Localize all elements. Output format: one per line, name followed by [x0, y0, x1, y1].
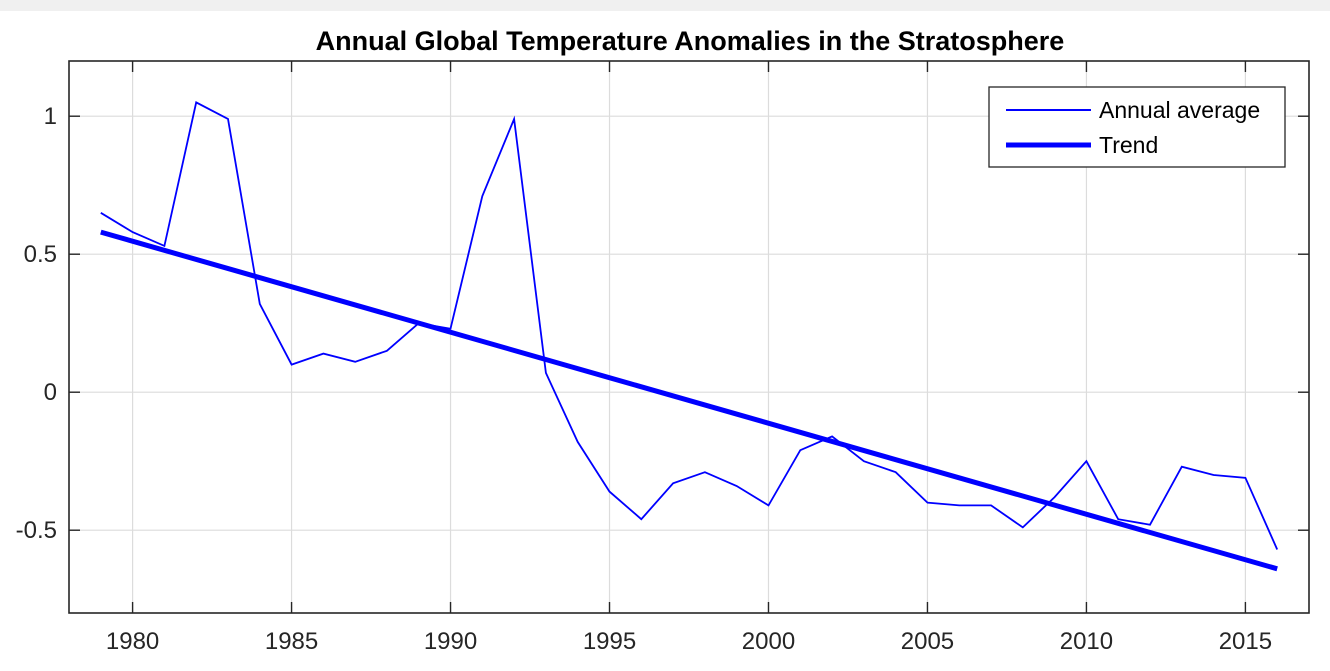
series-line-trend: [100, 229, 1278, 572]
legend-label-trend: Trend: [1099, 132, 1158, 158]
y-tick-label: 0.5: [24, 241, 57, 268]
x-tick-label: 2010: [1060, 628, 1113, 655]
x-tick-label: 1980: [106, 628, 159, 655]
x-tick-label: 2000: [742, 628, 795, 655]
plot-series: [100, 101, 1279, 572]
x-tick-label: 1990: [424, 628, 477, 655]
y-tick-label: 1: [44, 103, 57, 130]
legend-box: [988, 86, 1286, 168]
x-tick-label: 2015: [1219, 628, 1272, 655]
axes-box: [68, 60, 1310, 614]
axis-ticks: 1980 1985 1990 1995 2000 2005 2010 2015 -0.5 0 0.5…: [16, 61, 1309, 655]
x-tick-label: 1995: [583, 628, 636, 655]
y-tick-label: -0.5: [16, 517, 57, 544]
legend-label-annual-average: Annual average: [1099, 97, 1260, 123]
chart-title: Annual Global Temperature Anomalies in t…: [316, 26, 1065, 56]
legend: Annual average Trend: [988, 86, 1286, 168]
x-tick-label: 1985: [265, 628, 318, 655]
series-line-annual-average: [100, 101, 1279, 550]
x-tick-label: 2005: [901, 628, 954, 655]
title-bar: [0, 0, 1330, 11]
y-tick-label: 0: [44, 379, 57, 406]
grid-lines: [69, 61, 1309, 613]
